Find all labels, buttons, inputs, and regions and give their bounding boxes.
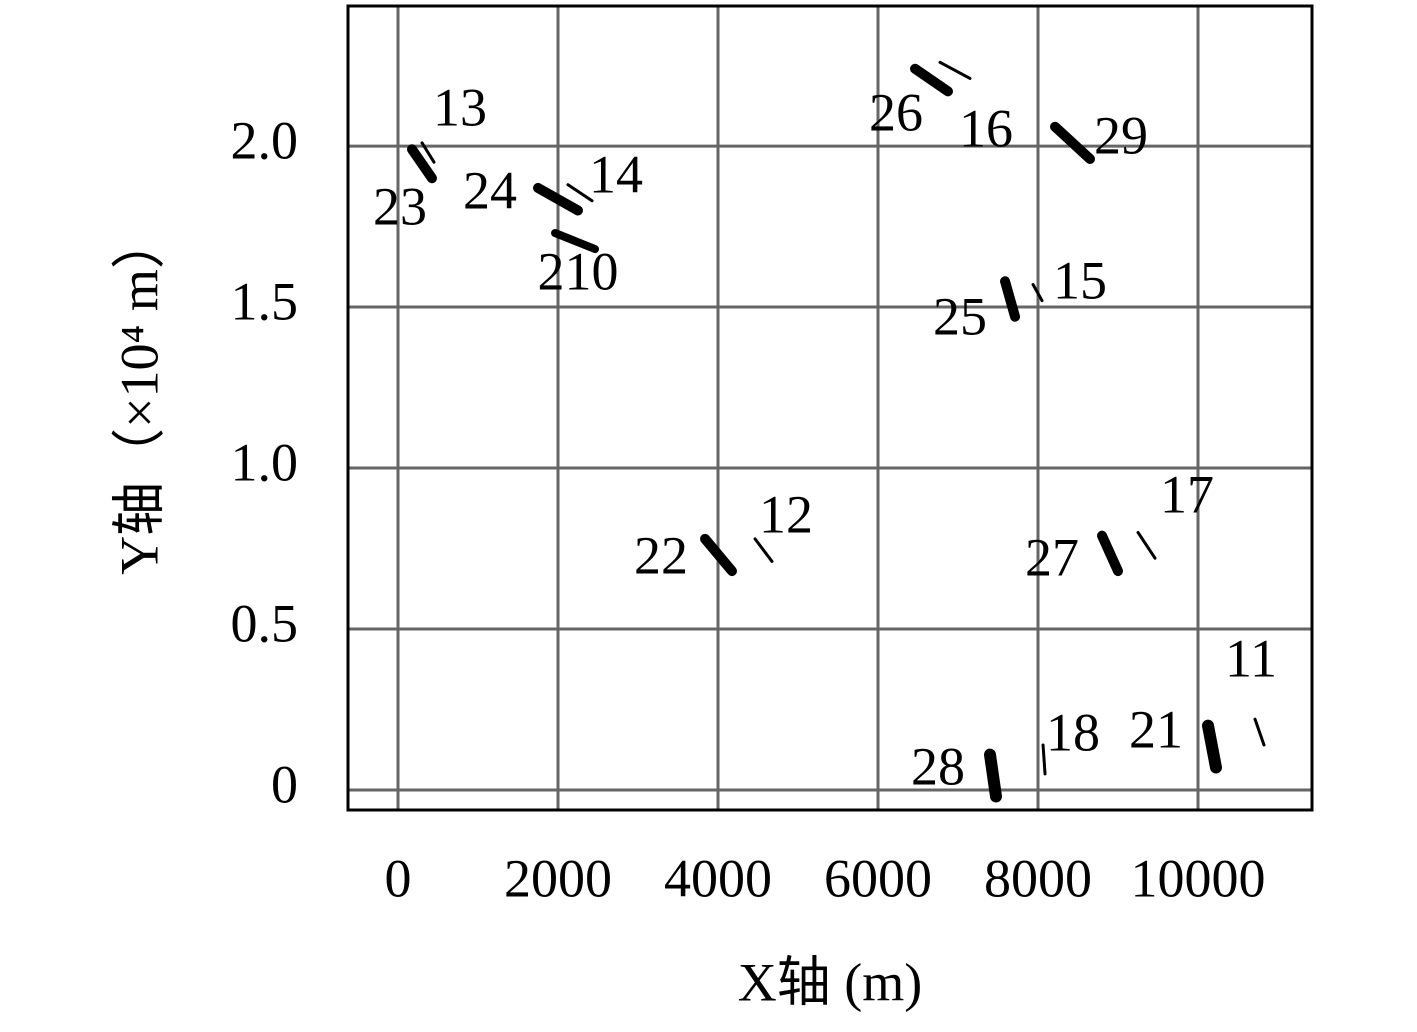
track [1000,276,1021,322]
track [1050,121,1095,164]
track-label: 21 [1129,699,1183,759]
track [551,229,600,254]
track-label: 13 [433,77,487,137]
track-label: 22 [634,525,688,585]
y-tick-label: 0.5 [231,593,299,653]
x-tick-label: 6000 [824,848,932,908]
track-label: 16 [959,98,1013,158]
y-tick-label: 1.0 [231,432,299,492]
track [566,183,594,203]
track [984,748,1002,803]
track [407,144,437,184]
track-label: 24 [463,160,517,220]
x-tick-label: 10000 [1131,848,1266,908]
track [1136,530,1157,560]
track-label: 15 [1053,250,1107,310]
track [700,533,737,577]
track-label: 18 [1046,702,1100,762]
track [420,141,436,164]
track [533,182,583,216]
track-label: 29 [1094,105,1148,165]
track [1253,717,1266,747]
x-tick-label: 8000 [984,848,1092,908]
track-label: 27 [1025,527,1079,587]
x-tick-label: 2000 [504,848,612,908]
y-axis-label: Y轴（×10⁴ m） [109,215,169,575]
track-label: 26 [869,82,923,142]
y-tick-label: 0 [271,754,298,814]
x-tick-label: 4000 [664,848,772,908]
track-label: 17 [1160,464,1214,524]
track [1097,530,1123,577]
track-label: 11 [1225,628,1277,688]
track [753,537,774,563]
y-tick-label: 2.0 [231,110,299,170]
y-tick-label: 1.5 [231,271,299,331]
track-label: 210 [538,241,619,301]
track-label: 23 [373,176,427,236]
track [1202,719,1222,774]
track [910,63,953,97]
track [1031,283,1044,303]
track-label: 12 [759,484,813,544]
x-tick-label: 0 [385,848,412,908]
track-label: 25 [933,286,987,346]
track [1041,743,1047,776]
x-axis-label: X轴 (m) [738,952,922,1012]
plot-frame [346,4,1314,812]
track-label: 14 [589,144,643,204]
track [938,60,972,80]
track-label: 28 [911,736,965,796]
